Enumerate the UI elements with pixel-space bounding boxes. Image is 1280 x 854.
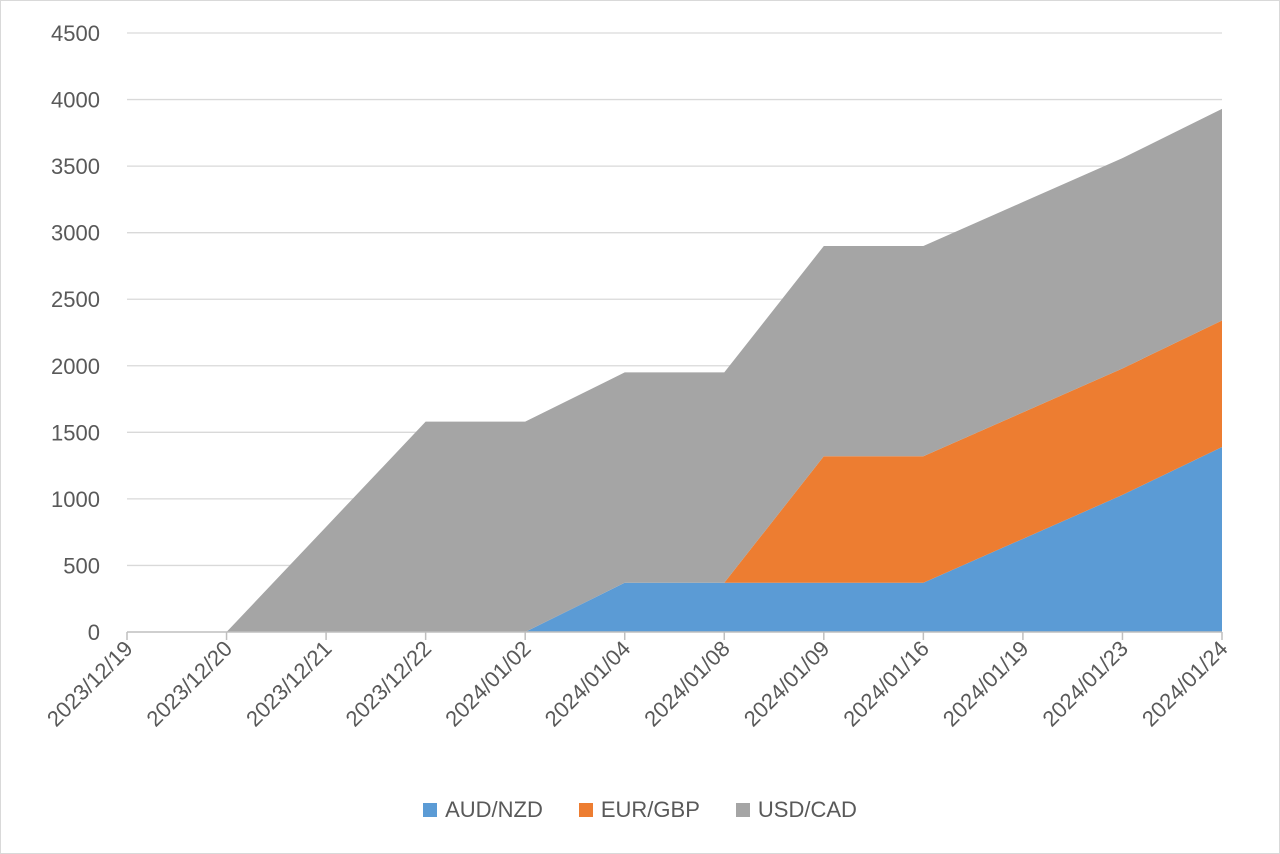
x-tick-label: 2024/01/04 <box>540 636 636 732</box>
y-tick-label: 3000 <box>51 221 100 246</box>
area-usd-cad <box>127 108 1222 633</box>
legend: AUD/NZD EUR/GBP USD/CAD <box>0 790 1280 830</box>
x-tick-label: 2024/01/08 <box>639 636 735 732</box>
x-tick-label: 2024/01/09 <box>739 636 835 732</box>
legend-swatch-usd-cad <box>735 803 750 817</box>
x-tick-label: 2024/01/24 <box>1137 636 1233 732</box>
x-tick-label: 2023/12/22 <box>341 636 437 732</box>
area-series <box>127 108 1222 633</box>
x-tick-label: 2023/12/20 <box>142 636 238 732</box>
y-tick-label: 4000 <box>51 88 100 113</box>
y-tick-label: 2000 <box>51 354 100 379</box>
y-tick-label: 1000 <box>51 487 100 512</box>
x-tick-label: 2024/01/23 <box>1037 636 1133 732</box>
legend-item-aud-nzd: AUD/NZD <box>423 797 543 823</box>
y-tick-label: 3500 <box>51 154 100 179</box>
y-tick-label: 0 <box>88 620 100 645</box>
y-tick-label: 2500 <box>51 287 100 312</box>
legend-item-eur-gbp: EUR/GBP <box>578 797 700 823</box>
y-tick-label: 1500 <box>51 420 100 445</box>
y-tick-label: 4500 <box>51 21 100 46</box>
y-axis-tick-labels: 0 500 1000 1500 2000 2500 3000 3500 4000 4500 <box>51 21 100 645</box>
legend-label: AUD/NZD <box>445 797 543 822</box>
x-tick-label: 2023/12/19 <box>42 636 138 732</box>
area-eur-gbp <box>127 320 1222 632</box>
x-tick-label: 2024/01/02 <box>440 636 536 732</box>
x-tick-label: 2023/12/21 <box>241 636 337 732</box>
x-tick-label: 2024/01/19 <box>938 636 1034 732</box>
y-tick-label: 500 <box>63 553 100 578</box>
area-aud-nzd <box>127 446 1222 632</box>
legend-label: USD/CAD <box>757 797 857 822</box>
legend-swatch-aud-nzd <box>423 803 438 817</box>
legend-label: EUR/GBP <box>600 797 700 822</box>
legend-swatch-eur-gbp <box>578 803 593 817</box>
x-tick-label: 2024/01/16 <box>838 636 934 732</box>
x-axis <box>126 631 1223 640</box>
legend-item-usd-cad: USD/CAD <box>735 797 857 823</box>
x-axis-tick-labels: 2023/12/19 2023/12/20 2023/12/21 2023/12/22… <box>42 636 1233 732</box>
